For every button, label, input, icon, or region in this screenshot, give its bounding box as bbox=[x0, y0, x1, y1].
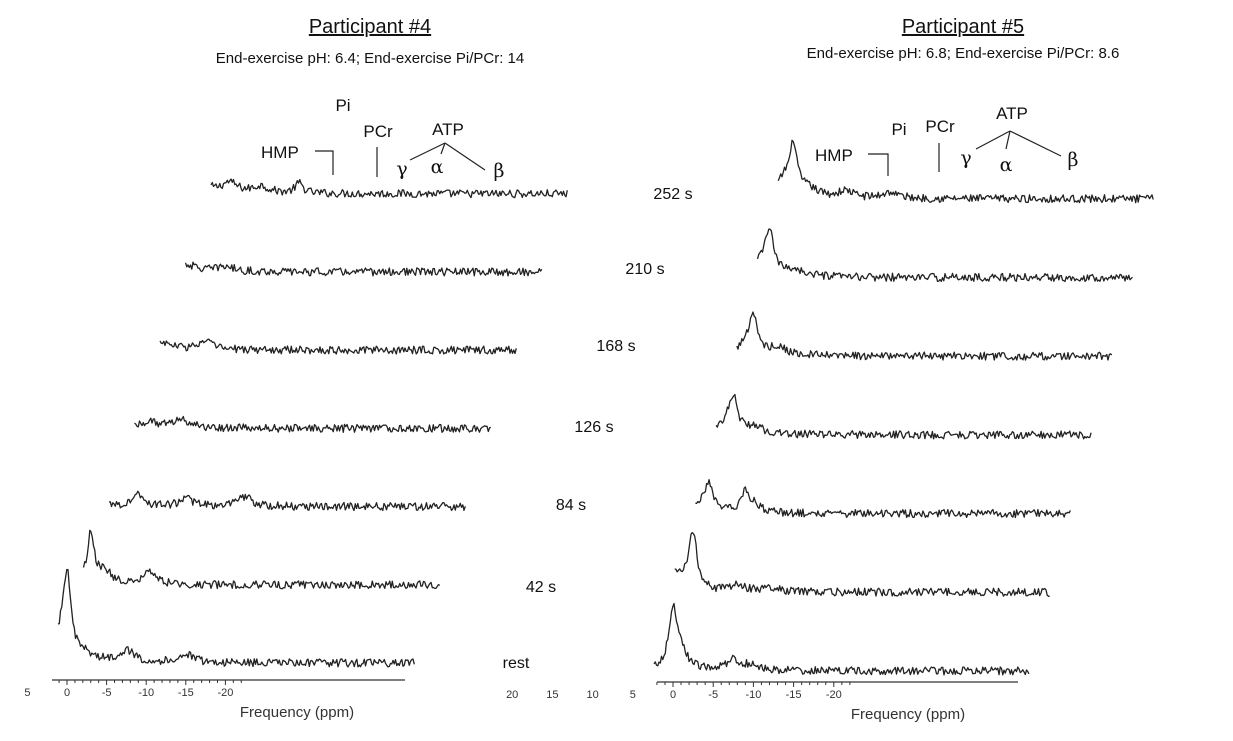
spectrum-168-s bbox=[159, 338, 517, 355]
alpha-label: α bbox=[1000, 154, 1013, 176]
time-label-210-s: 210 s bbox=[625, 261, 664, 278]
hmp-leader bbox=[315, 150, 334, 175]
time-label-84-s: 84 s bbox=[556, 497, 586, 514]
time-labels: 252 s 210 s 168 s 126 s 84 s 42 s rest bbox=[503, 186, 693, 672]
atp-leader-alpha bbox=[1005, 130, 1011, 150]
time-label-168-s: 168 s bbox=[596, 338, 635, 355]
beta-label: β bbox=[1068, 149, 1079, 171]
spectrum-126-s bbox=[715, 393, 1092, 440]
spectrum-168-s bbox=[736, 311, 1113, 361]
x-tick-label: -20 bbox=[217, 687, 233, 699]
hmp-label: HMP bbox=[815, 146, 853, 165]
x-tick-label: 0 bbox=[670, 689, 676, 701]
time-label-126-s: 126 s bbox=[574, 419, 613, 436]
spectrum-84-s bbox=[695, 479, 1071, 519]
participant-4-spectra bbox=[57, 178, 568, 668]
x-tick-label: 15 bbox=[546, 689, 558, 701]
participant-4-subtitle: End-exercise pH: 6.4; End-exercise Pi/PC… bbox=[216, 50, 524, 67]
atp-label: ATP bbox=[996, 104, 1028, 123]
hmp-leader bbox=[868, 153, 889, 176]
spectrum-84-s bbox=[108, 490, 466, 512]
x-tick-label: -10 bbox=[745, 689, 761, 701]
participant-5-subtitle: End-exercise pH: 6.8; End-exercise Pi/PC… bbox=[807, 45, 1120, 62]
participant-5-title: Participant #5 bbox=[902, 16, 1024, 38]
alpha-label: α bbox=[431, 156, 444, 178]
spectrum-210-s bbox=[184, 261, 543, 277]
beta-label: β bbox=[494, 160, 505, 182]
x-tick-label: -15 bbox=[178, 687, 194, 699]
atp-leader-alpha bbox=[440, 142, 446, 155]
spectrum-252-s bbox=[777, 139, 1154, 204]
atp-leader-gamma bbox=[975, 130, 1011, 150]
x-axis-label: Frequency (ppm) bbox=[240, 704, 354, 721]
x-tick-label: -5 bbox=[102, 687, 112, 699]
spectrum-rest bbox=[653, 602, 1030, 676]
atp-leader-beta bbox=[1009, 130, 1062, 157]
x-tick-label: 5 bbox=[24, 687, 30, 699]
gamma-label: γ bbox=[396, 158, 407, 180]
hmp-label: HMP bbox=[261, 143, 299, 162]
spectrum-126-s bbox=[134, 415, 492, 433]
pcr-label: PCr bbox=[925, 117, 955, 136]
x-tick-label: -10 bbox=[138, 687, 154, 699]
pi-label: Pi bbox=[335, 96, 350, 115]
participant-5-spectra bbox=[653, 139, 1154, 676]
pi-label: Pi bbox=[891, 120, 906, 139]
time-label-252-s: 252 s bbox=[653, 186, 692, 203]
time-label-42-s: 42 s bbox=[526, 579, 556, 596]
spectrum-252-s bbox=[210, 178, 568, 199]
pcr-label: PCr bbox=[363, 122, 393, 141]
gamma-label: γ bbox=[960, 147, 971, 169]
spectrum-210-s bbox=[756, 228, 1133, 283]
spectrum-rest bbox=[57, 568, 415, 668]
atp-leader-beta bbox=[444, 142, 486, 171]
participant-5-peak-annotations: Pi HMP PCr ATP γ α β bbox=[815, 104, 1079, 176]
spectrum-42-s bbox=[674, 531, 1050, 597]
atp-label: ATP bbox=[432, 120, 464, 139]
spectrum-42-s bbox=[82, 529, 441, 590]
x-tick-label: -15 bbox=[786, 689, 802, 701]
x-tick-label: 10 bbox=[586, 689, 598, 701]
x-tick-label: 5 bbox=[630, 689, 636, 701]
atp-leader-gamma bbox=[409, 142, 446, 161]
participant-5-x-axis: 20 15 10 5 0 -5 -10 -15 -20 Frequency (ppm) bbox=[506, 681, 1018, 723]
participant-4-peak-annotations: Pi HMP PCr ATP γ α β bbox=[261, 96, 505, 182]
x-tick-label: -5 bbox=[708, 689, 718, 701]
time-label-rest: rest bbox=[503, 655, 530, 672]
x-tick-label: 0 bbox=[64, 687, 70, 699]
participant-4-title: Participant #4 bbox=[309, 16, 431, 38]
x-tick-label: -20 bbox=[826, 689, 842, 701]
x-axis-label: Frequency (ppm) bbox=[851, 706, 965, 723]
x-tick-label: 20 bbox=[506, 689, 518, 701]
